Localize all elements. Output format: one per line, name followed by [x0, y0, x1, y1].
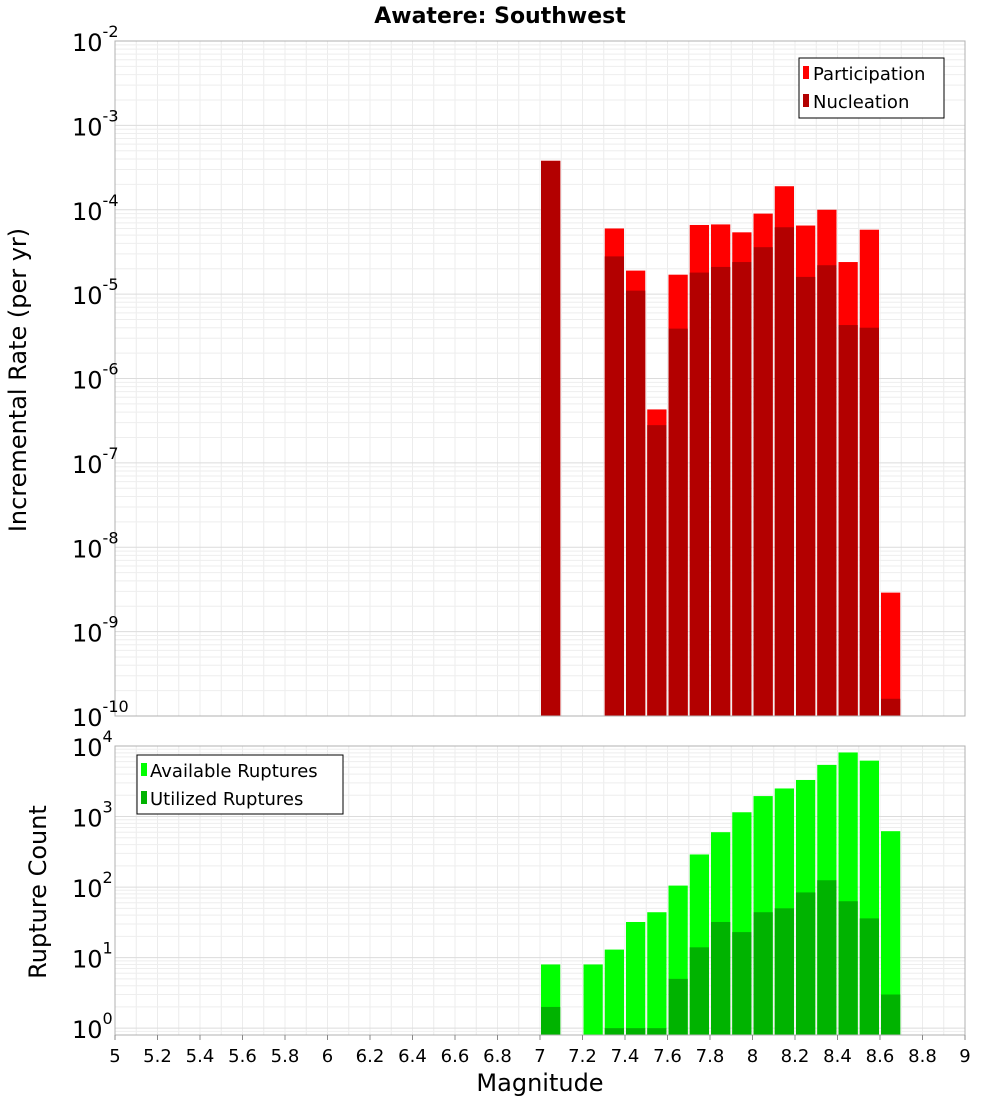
top-bar-nucleation	[775, 227, 794, 716]
legend-swatch-participation	[803, 66, 809, 79]
top-y-tick-label: 10-9	[72, 613, 119, 648]
legend-label-participation: Participation	[813, 64, 925, 85]
bottom-bar-utilized-ruptures	[690, 947, 709, 1035]
bottom-bar-utilized-ruptures	[817, 880, 836, 1035]
legend-swatch-utilized	[141, 791, 147, 804]
top-y-tick-label: 10-2	[72, 22, 119, 57]
bottom-bar-utilized-ruptures	[647, 1028, 666, 1035]
bottom-bar-utilized-ruptures	[839, 901, 858, 1035]
legend-label-utilized: Utilized Ruptures	[150, 789, 303, 810]
x-tick-label: 7.2	[568, 1046, 597, 1067]
top-bar-nucleation	[647, 425, 666, 716]
bottom-bar-utilized-ruptures	[732, 932, 751, 1035]
top-y-tick-label: 10-5	[72, 275, 119, 310]
top-y-tick-label: 10-4	[72, 191, 119, 226]
top-bar-nucleation	[711, 267, 730, 716]
top-bar-nucleation	[541, 161, 560, 716]
x-tick-label: 6	[322, 1046, 333, 1067]
top-bar-nucleation	[881, 699, 900, 716]
top-y-tick-label: 10-10	[72, 697, 129, 732]
bottom-bar-available-ruptures	[605, 950, 624, 1035]
x-tick-label: 6.4	[398, 1046, 427, 1067]
top-bar-nucleation	[669, 329, 688, 716]
bottom-y-axis-title: Rupture Count	[24, 805, 52, 979]
x-tick-label: 5	[109, 1046, 120, 1067]
bottom-bar-utilized-ruptures	[711, 922, 730, 1035]
top-bar-nucleation	[817, 265, 836, 716]
x-tick-labels: 5 5.2 5.4 5.6 5.8 6 6.2 6.4 6.6 6.8 7 7.2 7.4 7.6 7.8 8…	[109, 1035, 970, 1067]
top-bar-nucleation	[839, 325, 858, 716]
bottom-bar-utilized-ruptures	[626, 1028, 645, 1035]
top-y-axis-title: Incremental Rate (per yr)	[4, 228, 32, 532]
top-y-tick-label: 10-7	[72, 444, 119, 479]
bottom-bar-utilized-ruptures	[860, 918, 879, 1035]
bottom-y-tick-labels: 100 101 102 103 104	[72, 727, 113, 1044]
x-tick-label: 7.8	[696, 1046, 725, 1067]
bottom-bar-utilized-ruptures	[605, 1028, 624, 1035]
bottom-y-tick-label: 100	[72, 1009, 113, 1044]
bottom-y-tick-label: 104	[72, 727, 113, 762]
chart-title: Awatere: Southwest	[374, 4, 626, 29]
legend-swatch-nucleation	[803, 94, 809, 107]
x-tick-label: 8.6	[866, 1046, 895, 1067]
bottom-legend: Available Ruptures Utilized Ruptures	[137, 755, 343, 814]
x-tick-label: 6.8	[483, 1046, 512, 1067]
top-legend: Participation Nucleation	[799, 58, 944, 118]
x-tick-label: 5.8	[271, 1046, 300, 1067]
x-tick-label: 5.2	[143, 1046, 172, 1067]
bottom-bar-utilized-ruptures	[669, 979, 688, 1035]
bottom-y-tick-label: 103	[72, 798, 113, 833]
legend-label-nucleation: Nucleation	[813, 92, 909, 113]
bottom-bar-utilized-ruptures	[541, 1007, 560, 1035]
bottom-bar-utilized-ruptures	[775, 908, 794, 1035]
top-y-tick-label: 10-6	[72, 360, 119, 395]
x-tick-label: 8.4	[823, 1046, 852, 1067]
top-bar-nucleation	[605, 256, 624, 716]
top-bar-participation	[881, 593, 900, 716]
bottom-bar-available-ruptures	[647, 912, 666, 1035]
top-bar-nucleation	[796, 277, 815, 716]
bottom-bar-utilized-ruptures	[881, 995, 900, 1035]
x-tick-label: 7.4	[611, 1046, 640, 1067]
legend-label-available: Available Ruptures	[150, 761, 318, 782]
x-tick-label: 7	[534, 1046, 545, 1067]
x-tick-label: 8.2	[781, 1046, 810, 1067]
x-tick-label: 5.6	[228, 1046, 257, 1067]
x-tick-label: 8.8	[908, 1046, 937, 1067]
bottom-bar-utilized-ruptures	[796, 892, 815, 1035]
x-tick-label: 7.6	[653, 1046, 682, 1067]
bottom-plot: 100 101 102 103 104 5 5.2 5.4 5.6 5.8 6 6.2 6.4 6.6 6…	[24, 727, 971, 1097]
x-tick-label: 5.4	[186, 1046, 215, 1067]
x-tick-label: 9	[959, 1046, 970, 1067]
top-bar-nucleation	[754, 247, 773, 716]
x-tick-label: 6.2	[356, 1046, 385, 1067]
bottom-bar-available-ruptures	[626, 922, 645, 1035]
x-axis-title: Magnitude	[476, 1069, 603, 1097]
top-bar-nucleation	[732, 262, 751, 716]
bottom-bar-utilized-ruptures	[754, 912, 773, 1035]
legend-swatch-available	[141, 763, 147, 776]
x-tick-label: 8	[747, 1046, 758, 1067]
x-tick-label: 6.6	[441, 1046, 470, 1067]
top-bar-nucleation	[690, 273, 709, 716]
bottom-y-tick-label: 102	[72, 868, 113, 903]
top-y-tick-label: 10-3	[72, 106, 119, 141]
bottom-bar-available-ruptures	[584, 964, 603, 1035]
top-y-tick-label: 10-8	[72, 528, 119, 563]
bottom-y-tick-label: 101	[72, 939, 113, 974]
top-bar-nucleation	[860, 328, 879, 716]
top-bar-nucleation	[626, 291, 645, 716]
top-grid	[115, 41, 965, 716]
top-plot: 10-10 10-9 10-8 10-7 10-6 10-5 10-4 10-3 10-2 Aw…	[4, 4, 965, 732]
chart-figure: 10-10 10-9 10-8 10-7 10-6 10-5 10-4 10-3 10-2 Aw…	[0, 0, 1000, 1100]
